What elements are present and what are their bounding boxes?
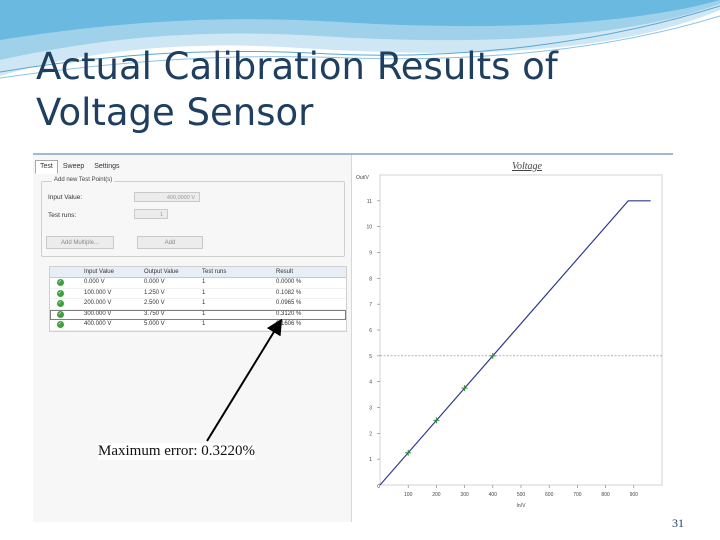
x-tick-label: 900 (630, 492, 639, 498)
y-tick-label: 3 (369, 406, 372, 412)
y-tick-label: 7 (369, 302, 372, 308)
row-status-cell: ✓ (50, 289, 70, 299)
output-value-cell: 0.000 V (144, 279, 165, 285)
y-tick-label: 1 (369, 457, 372, 463)
add-multiple-button[interactable]: Add Multiple... (46, 236, 114, 249)
header-wave-decoration (0, 0, 720, 79)
page-number: 31 (672, 516, 684, 530)
group-title: Add new Test Point(s) (52, 177, 115, 183)
table-body: ✓ 0.000 V 0.000 V 1 0.0000 % ✓ 100.000 V 1.250 … (50, 278, 346, 331)
test-runs-cell: 1 (202, 279, 206, 285)
output-value-cell: 1.250 V (144, 289, 165, 296)
test-runs-label: Test runs: (48, 212, 77, 219)
check-icon: ✓ (56, 300, 64, 308)
output-value-cell: 5.000 V (144, 321, 165, 327)
add-button[interactable]: Add (137, 236, 203, 249)
y-tick-label: 11 (367, 199, 372, 205)
series-line (379, 200, 651, 486)
x-tick-label: 500 (517, 492, 526, 498)
y-tick-label: 6 (369, 328, 372, 334)
x-axis-label: In/V (517, 503, 527, 509)
test-points-table: Input Value Output Value Test runs Resul… (49, 266, 347, 332)
chart-title: Voltage (512, 161, 543, 172)
test-runs-field[interactable]: 1 (134, 209, 168, 219)
y-tick-label: 10 (366, 225, 372, 231)
input-value-cell: 400.000 V (84, 321, 112, 327)
table-row[interactable]: ✓ 300.000 V 3.750 V 1 0.3120 % (50, 309, 346, 320)
row-status-cell: ✓ (50, 320, 70, 330)
chart-panel: Voltage Out/V In/V 1 2 3 4 5 6 7 8 9 10 11 100 200 300 40… (352, 155, 673, 522)
x-tick-label: 600 (545, 492, 554, 498)
test-runs-cell: 1 (202, 321, 206, 327)
test-runs-cell: 1 (202, 289, 206, 296)
result-cell: 0.3120 % (276, 310, 302, 317)
x-tick-label: 400 (489, 492, 498, 498)
slide-title-line-2: Voltage Sensor (36, 91, 314, 134)
add-test-point-group: Add new Test Point(s) Input Value: 400,0… (41, 177, 345, 257)
calibration-app-screenshot: Test Sweep Settings Add new Test Point(s… (33, 153, 673, 522)
row-status-cell: ✓ (50, 310, 70, 320)
output-value-cell: 3.750 V (144, 310, 165, 317)
y-tick-label: 4 (369, 380, 372, 386)
table-row[interactable]: ✓ 0.000 V 0.000 V 1 0.0000 % (50, 278, 346, 289)
check-icon: ✓ (56, 310, 64, 318)
origin-label: 0 (377, 484, 380, 490)
result-cell: 0.0000 % (276, 279, 302, 285)
table-row[interactable]: ✓ 100.000 V 1.250 V 1 0.1082 % (50, 289, 346, 299)
result-cell: 0.0965 % (276, 300, 302, 306)
x-tick-label: 800 (601, 492, 610, 498)
table-header: Input Value Output Value Test runs Resul… (50, 267, 346, 278)
y-tick-label: 5 (369, 354, 372, 360)
check-icon: ✓ (56, 289, 64, 297)
result-cell: 0.1082 % (276, 289, 302, 296)
slide-title-line-1: Actual Calibration Results of (36, 45, 558, 88)
x-tick-label: 100 (404, 492, 413, 498)
test-runs-cell: 1 (202, 300, 206, 306)
tab-sweep[interactable]: Sweep (62, 163, 85, 170)
y-tick-label: 9 (369, 251, 372, 257)
slide-title: Actual Calibration Results of Voltage Se… (36, 44, 656, 136)
test-runs-cell: 1 (202, 310, 206, 317)
table-row[interactable]: ✓ 400.000 V 5.000 V 1 0.1606 % (50, 320, 346, 331)
check-icon: ✓ (56, 279, 64, 287)
column-output-value[interactable]: Output Value (144, 269, 179, 275)
input-value-cell: 100.000 V (84, 289, 112, 296)
x-tick-label: 200 (432, 492, 441, 498)
maximum-error-annotation: Maximum error: 0.3220% (98, 443, 256, 460)
x-tick-label: 700 (573, 492, 582, 498)
y-tick-label: 2 (369, 431, 372, 437)
column-result[interactable]: Result (276, 269, 294, 275)
plot-area (379, 174, 663, 486)
input-value-label: Input Value: (48, 194, 83, 201)
measurement-point (405, 449, 412, 456)
test-panel: Test Sweep Settings Add new Test Point(s… (33, 155, 352, 522)
table-row[interactable]: ✓ 200.000 V 2.500 V 1 0.0965 % (50, 299, 346, 310)
measurement-point (461, 385, 468, 392)
tab-test[interactable]: Test (35, 160, 58, 174)
tab-bar: Test Sweep Settings (35, 160, 125, 174)
y-axis-label: Out/V (356, 175, 369, 181)
output-value-cell: 2.500 V (144, 300, 165, 306)
row-status-cell: ✓ (50, 299, 70, 309)
column-test-runs[interactable]: Test runs (202, 269, 227, 275)
input-value-cell: 200.000 V (84, 300, 112, 306)
voltage-chart: Voltage Out/V In/V 1 2 3 4 5 6 7 8 9 10 11 100 200 300 40… (356, 161, 663, 509)
measurement-point (433, 417, 440, 424)
x-tick-label: 300 (460, 492, 469, 498)
input-value-cell: 300.000 V (84, 310, 112, 317)
row-status-cell: ✓ (50, 278, 70, 288)
result-cell: 0.1606 % (276, 321, 302, 327)
column-input-value[interactable]: Input Value (84, 269, 114, 275)
input-value-cell: 0.000 V (84, 279, 105, 285)
tab-settings[interactable]: Settings (94, 163, 120, 170)
input-value-field[interactable]: 400,0000 V (134, 192, 200, 202)
check-icon: ✓ (56, 321, 64, 329)
measurement-point (489, 352, 496, 359)
y-tick-label: 8 (369, 276, 372, 282)
